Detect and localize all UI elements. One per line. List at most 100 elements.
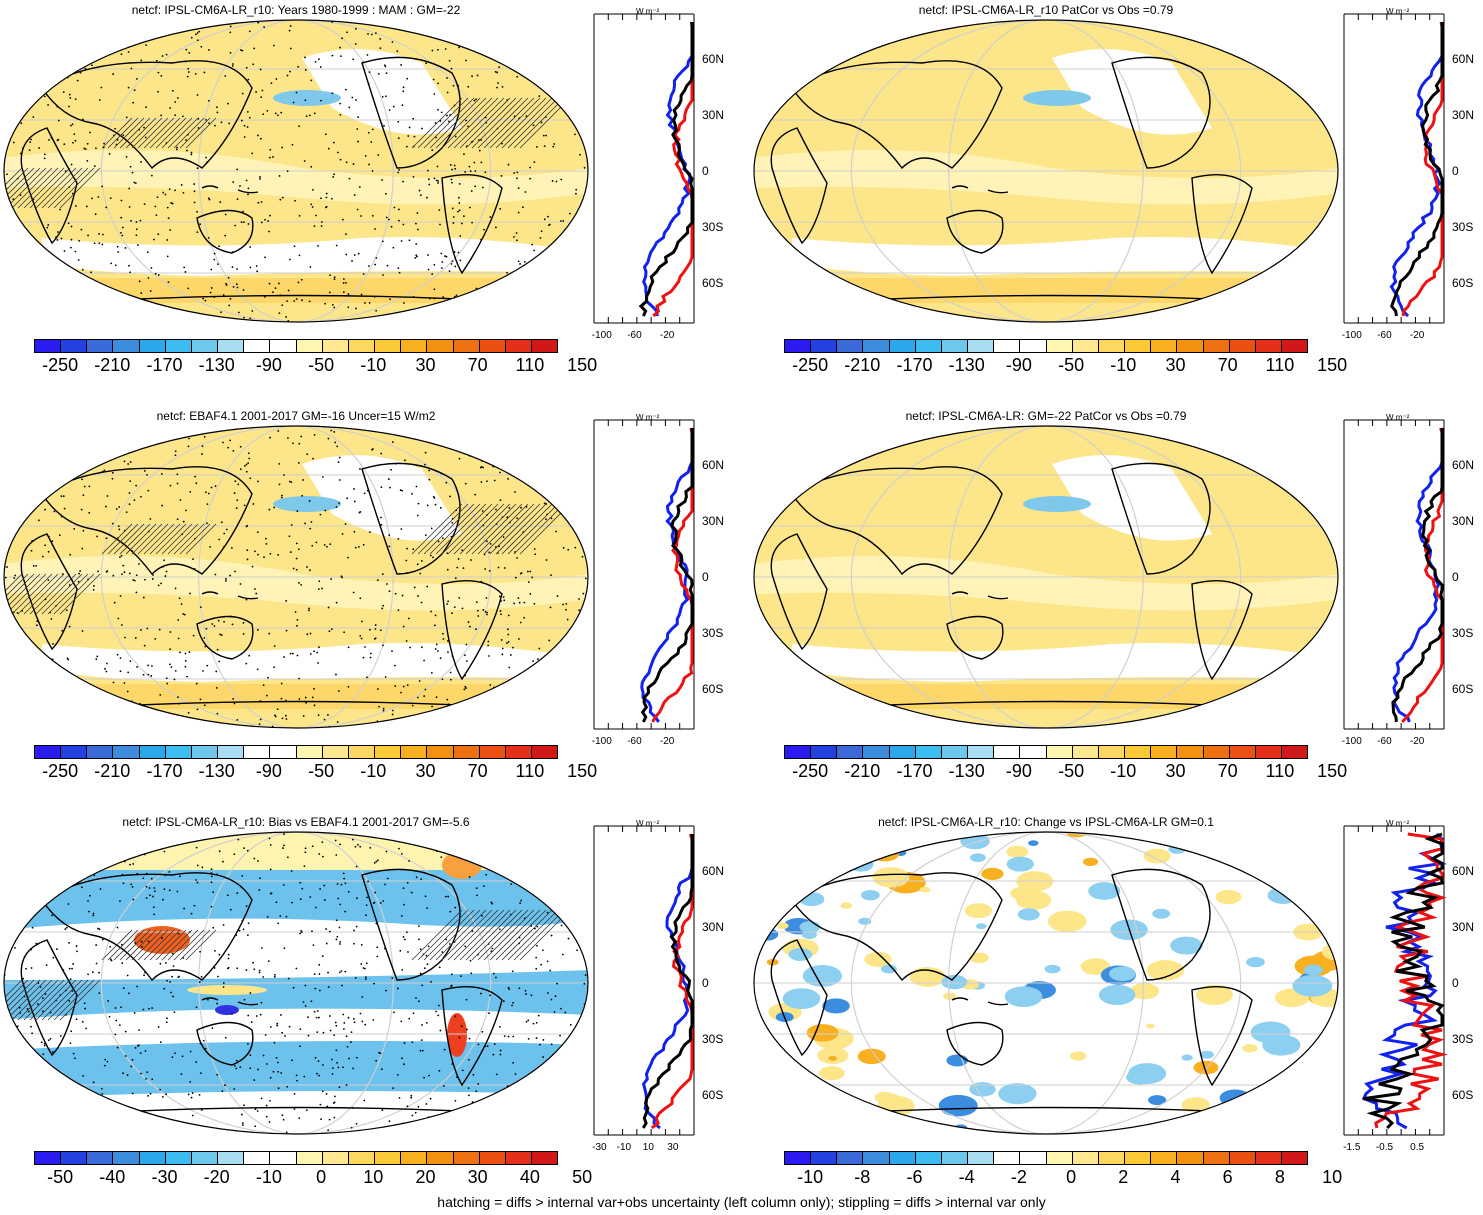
global-map [753, 425, 1339, 729]
colorbar-label: -30 [151, 1167, 178, 1187]
map-region [858, 917, 872, 925]
colorbar-label: 150 [1317, 355, 1348, 375]
colorbar-swatch [453, 340, 480, 352]
map-region [895, 832, 923, 848]
profile-x-tick-label: -60 [1377, 330, 1392, 341]
map-region [1197, 1112, 1231, 1131]
colorbar-label: -130 [948, 355, 985, 375]
profile-x-tick-label: -30 [592, 1142, 607, 1153]
map-region [1023, 90, 1091, 106]
colorbar-label: -10 [1110, 355, 1137, 375]
colorbar-label: -10 [797, 1167, 824, 1187]
colorbar-label: 30 [415, 355, 436, 375]
colorbar-label: 10 [363, 1167, 384, 1187]
map-region [762, 1066, 777, 1075]
colorbar-swatch [218, 746, 245, 758]
colorbar-swatch [375, 746, 402, 758]
map-region [1143, 848, 1171, 864]
map-region [822, 998, 850, 1014]
colorbar-swatch [35, 340, 62, 352]
map-region [1109, 966, 1136, 982]
map-region [847, 857, 874, 872]
profile-lat-label: 30N [702, 514, 725, 528]
colorbar-swatch [531, 1152, 558, 1164]
profile-x-tick-label: 30 [667, 1142, 679, 1153]
profile-lat-label: 60N [702, 52, 725, 66]
colorbar-swatch [785, 1152, 812, 1164]
colorbar-label: -40 [99, 1167, 126, 1187]
map-region [929, 1127, 945, 1134]
map-region [784, 1083, 799, 1092]
colorbar-swatch [61, 746, 88, 758]
colorbar-swatch [479, 340, 506, 352]
map-outline [3, 425, 589, 729]
colorbar-swatch [889, 746, 916, 758]
colorbar-swatch [1229, 1152, 1256, 1164]
map-region [1326, 920, 1338, 928]
map-region [874, 1091, 895, 1103]
colorbar-swatch [1072, 746, 1099, 758]
map-region [302, 455, 462, 541]
map-region [1146, 960, 1185, 981]
graticule-line [850, 20, 1242, 322]
map-region [1245, 856, 1256, 863]
profile-lat-label: 60S [1452, 276, 1474, 290]
colorbar-swatch [811, 746, 838, 758]
colorbar-label: -8 [854, 1167, 871, 1187]
colorbar-swatch [785, 340, 812, 352]
colorbar-label: -90 [255, 355, 282, 375]
colorbar-label: 110 [1265, 761, 1295, 781]
map-region [1088, 882, 1121, 900]
map-region [302, 49, 462, 135]
colorbar-label: 70 [467, 355, 488, 375]
profile-lat-label: 0 [702, 164, 709, 178]
global-map [753, 831, 1339, 1135]
colorbar-swatch [941, 340, 969, 352]
colorbar-label: 2 [1118, 1167, 1129, 1187]
colorbar-swatch [941, 746, 969, 758]
colorbar-swatch [1177, 746, 1204, 758]
footnote: hatching = diffs > internal var+obs unce… [437, 1194, 1046, 1210]
colorbar-label: 150 [567, 761, 598, 781]
graticule-line [948, 832, 1144, 1134]
map-region [981, 867, 1004, 880]
map-region [782, 988, 821, 1010]
panel-title: netcf: IPSL-CM6A-LR_r10: Change vs IPSL-… [878, 815, 1214, 829]
map-region [1023, 496, 1091, 512]
profile-units: W m⁻² [1386, 820, 1410, 828]
map-region [1186, 1127, 1209, 1134]
map-region [766, 899, 779, 907]
map-region [838, 1111, 866, 1127]
hatching [4, 503, 571, 615]
colorbar-swatch [1151, 340, 1178, 352]
colorbar-swatch [375, 340, 402, 352]
map-region [788, 947, 813, 961]
colorbar-swatch [270, 340, 297, 352]
map-region [1326, 1061, 1338, 1075]
colorbar [784, 339, 1308, 353]
map-region [1148, 1095, 1167, 1106]
map-region [1282, 1070, 1322, 1093]
map-region [817, 1046, 849, 1064]
profile-x-tick-label: -0.5 [1375, 1142, 1394, 1153]
map-region [4, 1091, 588, 1134]
panel-title: netcf: IPSL-CM6A-LR_r10 PatCor vs Obs =0… [918, 3, 1174, 17]
colorbar-swatch [1046, 340, 1073, 352]
colorbar-swatch [1203, 340, 1230, 352]
colorbar-label: 70 [1217, 761, 1238, 781]
map-region [1082, 857, 1099, 867]
colorbar-swatch [1125, 340, 1152, 352]
colorbar-swatch [296, 340, 323, 352]
map-region [910, 834, 924, 842]
colorbar-label: -90 [255, 761, 282, 781]
colorbar-swatch [968, 340, 995, 352]
colorbar-swatch [1151, 746, 1178, 758]
map-region [890, 832, 920, 848]
colorbar-swatch [87, 746, 114, 758]
map-region [1017, 908, 1040, 921]
map-region [1181, 1097, 1210, 1113]
colorbar-swatch [113, 1152, 140, 1164]
colorbar [34, 339, 558, 353]
colorbar-label: -90 [1005, 761, 1032, 781]
colorbar-swatch [87, 1152, 114, 1164]
